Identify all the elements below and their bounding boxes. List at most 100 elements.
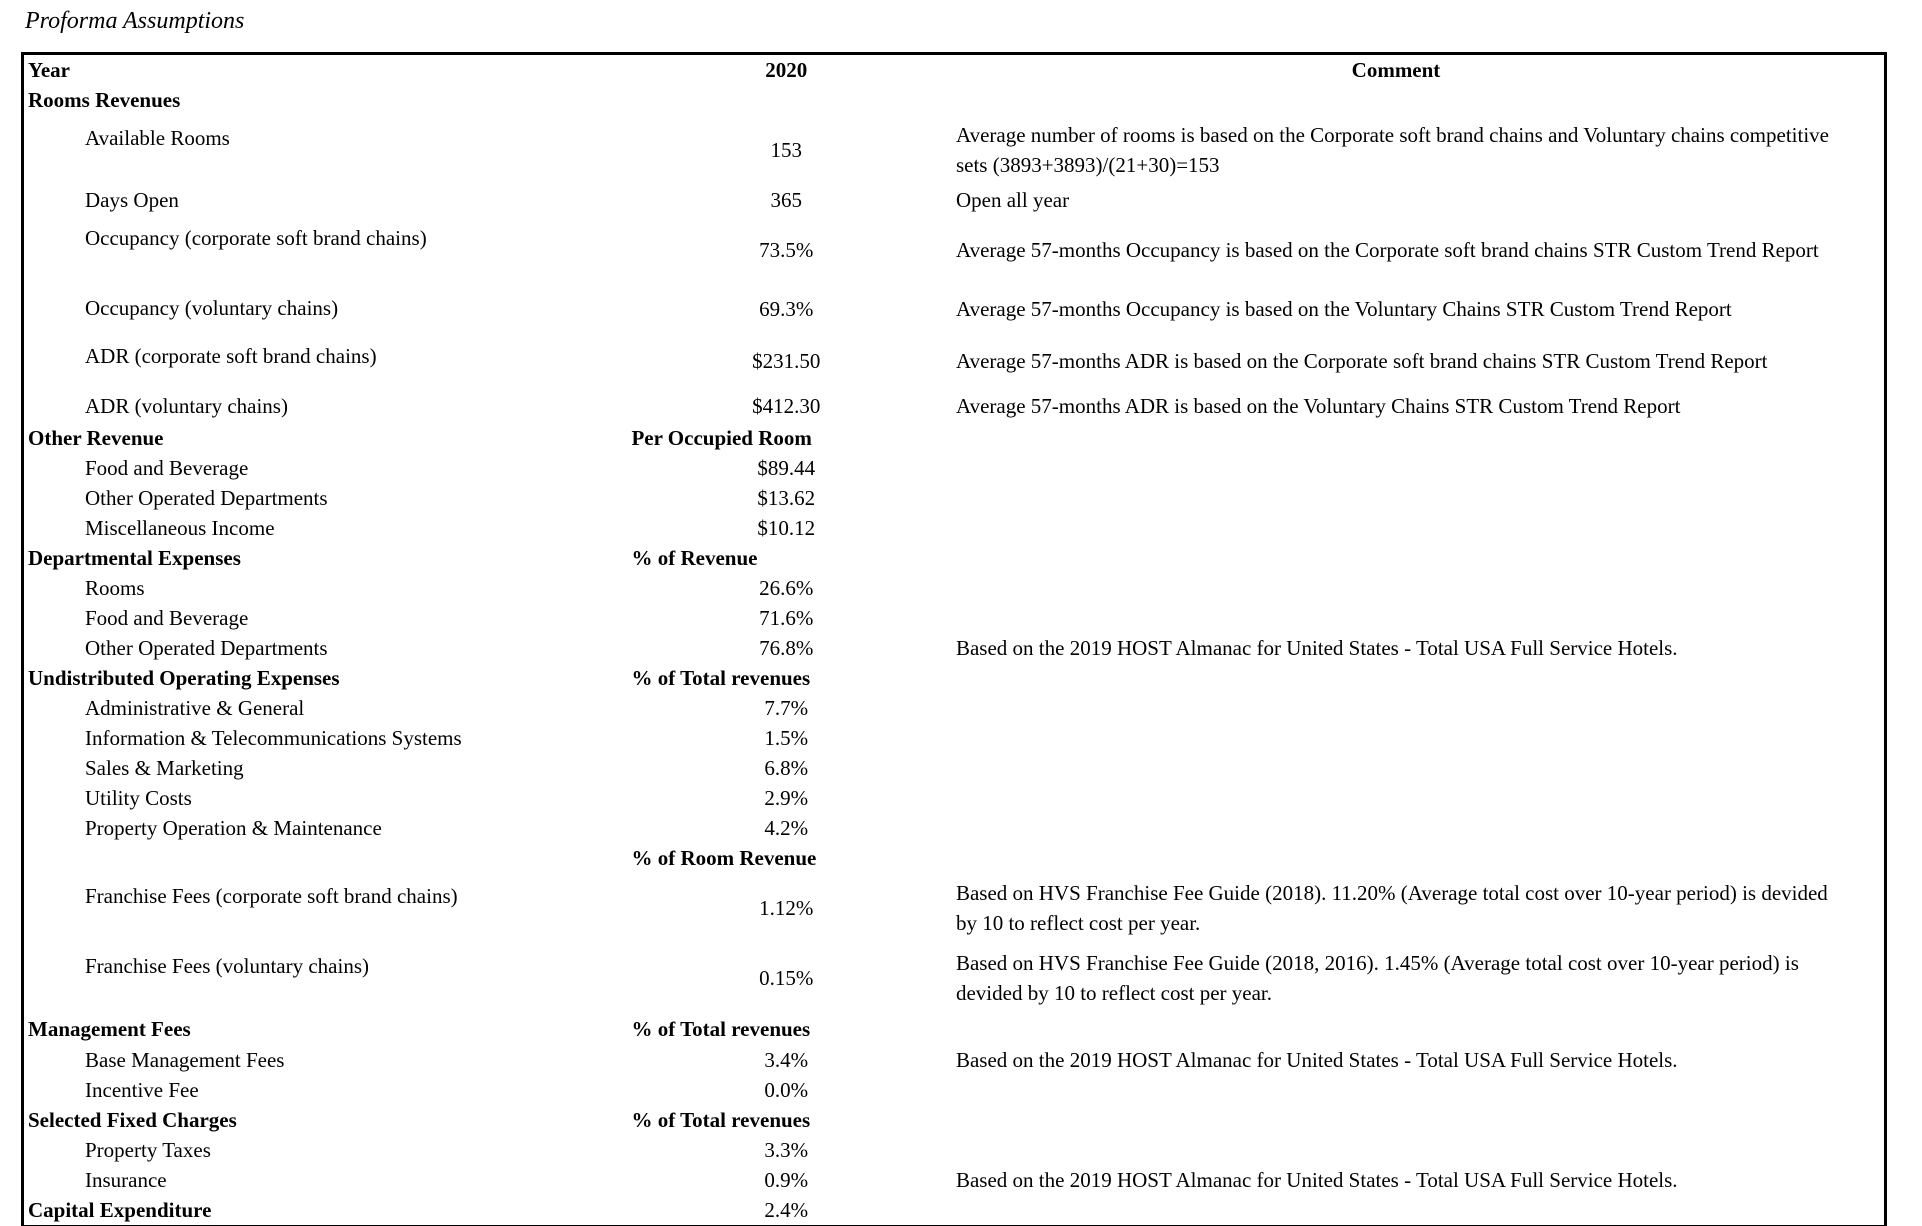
row-comment: Average 57-months Occupancy is based on …	[955, 238, 1819, 262]
row-value: 3.3%	[764, 1138, 809, 1162]
row-value: 1.5%	[764, 726, 809, 750]
row-label: Administrative & General	[85, 696, 305, 720]
row-comment	[943, 663, 1886, 693]
row-label: Sales & Marketing	[85, 756, 244, 780]
table-row: Other Operated Departments $13.62	[23, 483, 1886, 513]
table-row: Selected Fixed Charges % of Total revenu…	[23, 1105, 1886, 1135]
row-label: Capital Expenditure	[28, 1198, 212, 1222]
row-value: 73.5%	[759, 238, 814, 262]
row-value: $10.12	[757, 516, 816, 540]
table-row: Franchise Fees (corporate soft brand cha…	[23, 873, 1886, 943]
row-label: Information & Telecommunications Systems	[85, 726, 462, 750]
row-comment: Based on the 2019 HOST Almanac for Unite…	[955, 636, 1678, 660]
row-comment	[943, 1013, 1886, 1045]
row-label: Other Operated Departments	[85, 636, 328, 660]
row-value: 4.2%	[764, 816, 809, 840]
row-comment	[943, 753, 1886, 783]
table-row: Food and Beverage $89.44	[23, 453, 1886, 483]
table-row: Information & Telecommunications Systems…	[23, 723, 1886, 753]
row-value: % of Total revenues	[631, 1108, 811, 1132]
row-value: 26.6%	[759, 576, 814, 600]
header-year-label: Year	[28, 58, 70, 82]
row-value: 1.12%	[759, 896, 814, 920]
table-row: Property Taxes 3.3%	[23, 1135, 1886, 1165]
row-comment: Open all year	[955, 188, 1070, 212]
row-comment: Based on the 2019 HOST Almanac for Unite…	[955, 1048, 1678, 1072]
row-comment: Average 57-months Occupancy is based on …	[955, 297, 1732, 321]
table-row: % of Room Revenue	[23, 843, 1886, 873]
table-row: Rooms 26.6%	[23, 573, 1886, 603]
table-row: Capital Expenditure 2.4%	[23, 1195, 1886, 1226]
table-row: Available Rooms 153 Average number of ro…	[23, 115, 1886, 185]
row-value: Per Occupied Room	[631, 426, 812, 450]
row-comment	[943, 1075, 1886, 1105]
row-label	[23, 843, 630, 873]
row-comment	[943, 783, 1886, 813]
table-row: Franchise Fees (voluntary chains) 0.15% …	[23, 943, 1886, 1013]
row-comment: Based on the 2019 HOST Almanac for Unite…	[955, 1168, 1678, 1192]
row-label: Rooms Revenues	[28, 88, 181, 112]
row-label: Management Fees	[28, 1017, 191, 1041]
row-label: Incentive Fee	[85, 1078, 199, 1102]
row-label: Miscellaneous Income	[85, 516, 275, 540]
table-row: Property Operation & Maintenance 4.2%	[23, 813, 1886, 843]
table-row: Food and Beverage 71.6%	[23, 603, 1886, 633]
row-value: 3.4%	[764, 1048, 809, 1072]
row-label: Franchise Fees (corporate soft brand cha…	[85, 884, 458, 908]
row-label: Utility Costs	[85, 786, 192, 810]
row-value: 69.3%	[759, 297, 814, 321]
row-label: Undistributed Operating Expenses	[28, 666, 340, 690]
row-comment	[943, 813, 1886, 843]
row-comment	[943, 723, 1886, 753]
table-row: Other Revenue Per Occupied Room	[23, 423, 1886, 453]
table-row: Incentive Fee 0.0%	[23, 1075, 1886, 1105]
row-label: Property Operation & Maintenance	[85, 816, 382, 840]
table-row: Administrative & General 7.7%	[23, 693, 1886, 723]
header-year-value: 2020	[765, 58, 808, 82]
table-row: ADR (voluntary chains) $412.30 Average 5…	[23, 388, 1886, 423]
row-comment	[943, 1105, 1886, 1135]
row-value: % of Revenue	[631, 546, 758, 570]
row-value: 0.0%	[764, 1078, 809, 1102]
row-value: 2.9%	[764, 786, 809, 810]
row-value: $231.50	[752, 348, 821, 373]
row-value: 153	[770, 138, 802, 162]
row-label: ADR (corporate soft brand chains)	[85, 344, 377, 368]
row-comment	[943, 843, 1886, 873]
row-comment: Average 57-months ADR is based on the Vo…	[955, 393, 1681, 418]
table-row: Insurance 0.9% Based on the 2019 HOST Al…	[23, 1165, 1886, 1195]
row-comment: Average number of rooms is based on the …	[955, 123, 1829, 177]
table-row: Days Open 365 Open all year	[23, 185, 1886, 215]
row-comment	[943, 603, 1886, 633]
table-row: Sales & Marketing 6.8%	[23, 753, 1886, 783]
row-value: % of Room Revenue	[631, 846, 817, 870]
table-header-row: Year 2020 Comment	[23, 54, 1886, 86]
table-row: Departmental Expenses % of Revenue	[23, 543, 1886, 573]
row-label: Departmental Expenses	[28, 546, 241, 570]
table-row: ADR (corporate soft brand chains) $231.5…	[23, 333, 1886, 388]
table-row: Other Operated Departments 76.8% Based o…	[23, 633, 1886, 663]
row-value: 7.7%	[764, 696, 809, 720]
table-row: Miscellaneous Income $10.12	[23, 513, 1886, 543]
row-value: 365	[770, 188, 802, 212]
row-label: Franchise Fees (voluntary chains)	[85, 954, 370, 978]
row-label: Occupancy (corporate soft brand chains)	[85, 226, 427, 250]
row-value: % of Total revenues	[631, 666, 811, 690]
row-value: 0.9%	[764, 1168, 809, 1192]
row-value	[629, 85, 943, 115]
row-label: Selected Fixed Charges	[28, 1108, 237, 1132]
row-label: Other Operated Departments	[85, 486, 328, 510]
row-label: Base Management Fees	[85, 1048, 285, 1072]
row-comment	[943, 573, 1886, 603]
table-row: Undistributed Operating Expenses % of To…	[23, 663, 1886, 693]
table-row: Base Management Fees 3.4% Based on the 2…	[23, 1045, 1886, 1075]
row-value: 76.8%	[759, 636, 814, 660]
row-comment	[943, 693, 1886, 723]
table-row: Management Fees % of Total revenues	[23, 1013, 1886, 1045]
row-label: ADR (voluntary chains)	[85, 393, 288, 418]
row-comment: Average 57-months ADR is based on the Co…	[955, 348, 1768, 373]
table-row: Occupancy (voluntary chains) 69.3% Avera…	[23, 285, 1886, 333]
row-comment	[943, 483, 1886, 513]
table-row: Rooms Revenues	[23, 85, 1886, 115]
row-comment	[943, 423, 1886, 453]
